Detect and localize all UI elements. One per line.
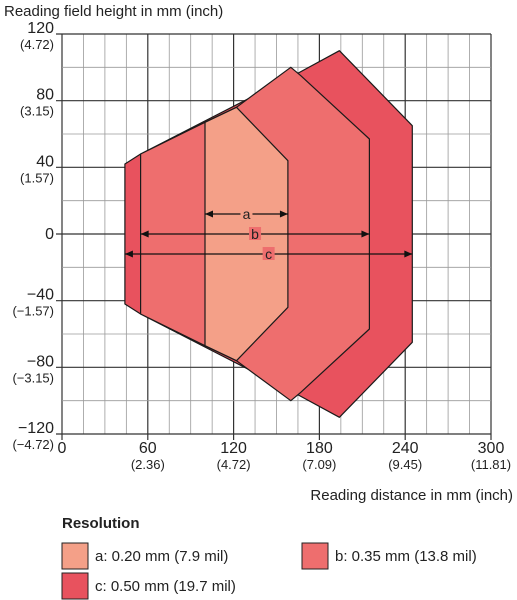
y-tick-sublabel: (4.72)	[20, 37, 54, 52]
x-tick-sublabel: (2.36)	[131, 457, 165, 472]
range-label-bg-a	[240, 207, 253, 220]
legend-label-b: b: 0.35 mm (13.8 mil)	[335, 548, 477, 565]
x-tick-sublabel: (7.09)	[302, 457, 336, 472]
legend-title: Resolution	[62, 515, 140, 532]
legend-swatch-b	[301, 542, 329, 570]
x-tick-sublabel: (11.81)	[471, 457, 511, 472]
y-tick-label: −80	[27, 353, 54, 370]
y-tick-sublabel: (−3.15)	[12, 370, 54, 385]
y-tick-label: −120	[18, 420, 54, 437]
legend-swatch-c	[61, 572, 89, 600]
x-axis-label: Reading distance in mm (inch)	[310, 487, 513, 504]
range-arrow-right-a	[279, 210, 288, 218]
y-tick-label: −40	[27, 287, 54, 304]
range-label-b: b	[251, 226, 259, 242]
x-tick-label: 180	[306, 440, 333, 457]
y-tick-label: 0	[45, 226, 54, 243]
y-tick-labels: 120(4.72)80(3.15)40(1.57)0−40(−1.57)−80(…	[12, 20, 54, 452]
x-tick-label: 120	[220, 440, 247, 457]
range-label-a: a	[243, 206, 251, 222]
y-tick-sublabel: (−1.57)	[12, 304, 54, 319]
y-tick-label: 40	[36, 153, 54, 170]
range-label-bg-b	[249, 227, 262, 240]
y-tick-sublabel: (−4.72)	[12, 437, 54, 452]
x-tick-label: 60	[139, 440, 157, 457]
range-arrow-right-c	[404, 250, 413, 258]
range-arrows: abc	[124, 206, 413, 262]
range-arrow-left-c	[124, 250, 133, 258]
x-tick-label: 240	[392, 440, 419, 457]
range-label-bg-c	[262, 247, 275, 260]
y-axis-label: Reading field height in mm (inch)	[4, 3, 223, 20]
range-arrow-left-a	[205, 210, 213, 218]
x-tick-sublabel: (9.45)	[388, 457, 422, 472]
x-tick-sublabel: (4.72)	[217, 457, 251, 472]
x-tick-labels: 0 60(2.36) 120(4.72) 180(7.09) 240(9.45) 300(…	[58, 440, 512, 472]
x-tick-label: 0	[58, 440, 67, 457]
legend-label-c: c: 0.50 mm (19.7 mil)	[95, 578, 236, 595]
y-tick-sublabel: (3.15)	[20, 104, 54, 119]
y-tick-sublabel: (1.57)	[20, 170, 54, 185]
y-tick-label: 80	[36, 87, 54, 104]
y-tick-label: 120	[27, 20, 54, 37]
range-arrow-left-b	[140, 230, 149, 238]
legend-swatch-a	[61, 542, 89, 570]
x-tick-label: 300	[478, 440, 505, 457]
range-label-c: c	[265, 246, 272, 262]
legend-label-a: a: 0.20 mm (7.9 mil)	[95, 548, 228, 565]
range-arrow-right-b	[361, 230, 370, 238]
